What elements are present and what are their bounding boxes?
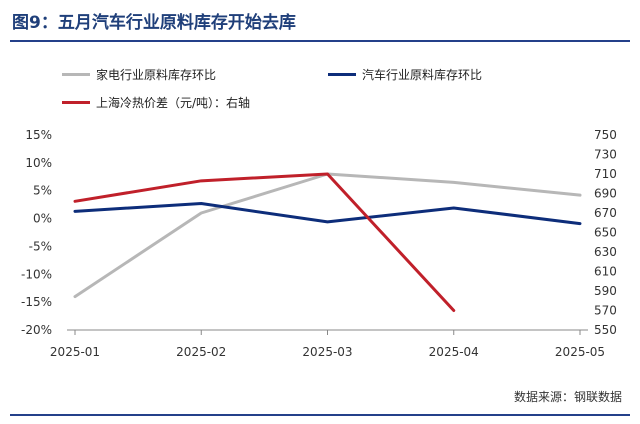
- legend-label-appliance: 家电行业原料库存环比: [96, 68, 217, 82]
- data-source: 数据来源：钢联数据: [513, 390, 622, 404]
- right-tick-label: 590: [594, 284, 617, 298]
- left-tick-label: 15%: [25, 128, 52, 142]
- bottom-divider: [10, 414, 630, 416]
- legend-item-appliance: 家电行业原料库存环比: [62, 66, 216, 83]
- right-tick-label: 710: [594, 167, 617, 181]
- right-tick-label: 570: [594, 304, 617, 318]
- series-line-2: [73, 172, 456, 312]
- left-tick-label: -20%: [21, 323, 52, 337]
- right-tick-label: 650: [594, 226, 617, 240]
- left-tick-label: 5%: [33, 184, 52, 198]
- left-tick-label: 10%: [25, 156, 52, 170]
- legend-swatch-auto: [328, 73, 356, 76]
- right-tick-label: 750: [594, 128, 617, 142]
- chart-title: 图9：五月汽车行业原料库存开始去库: [12, 13, 296, 33]
- x-tick-label: 2025-05: [555, 345, 605, 359]
- legend-swatch-appliance: [62, 73, 90, 76]
- left-tick-label: -5%: [29, 239, 52, 253]
- x-tick-label: 2025-02: [176, 345, 226, 359]
- x-tick-label: 2025-01: [50, 345, 100, 359]
- legend-swatch-spread: [62, 101, 90, 104]
- right-tick-label: 550: [594, 323, 617, 337]
- left-tick-label: -15%: [21, 295, 52, 309]
- left-tick-label: 0%: [33, 212, 52, 226]
- right-tick-label: 610: [594, 265, 617, 279]
- legend-label-spread: 上海冷热价差（元/吨）：右轴: [96, 96, 251, 110]
- left-tick-label: -10%: [21, 267, 52, 281]
- series-line-1: [73, 202, 582, 226]
- x-tick-label: 2025-03: [302, 345, 352, 359]
- series-line-0: [73, 172, 582, 299]
- x-tick-label: 2025-04: [429, 345, 479, 359]
- legend-item-auto: 汽车行业原料库存环比: [328, 66, 482, 83]
- legend-item-spread: 上海冷热价差（元/吨）：右轴: [62, 94, 250, 111]
- right-tick-label: 730: [594, 148, 617, 162]
- right-tick-label: 630: [594, 245, 617, 259]
- legend-label-auto: 汽车行业原料库存环比: [362, 68, 483, 82]
- title-divider: [10, 40, 630, 42]
- right-tick-label: 690: [594, 187, 617, 201]
- right-tick-label: 670: [594, 206, 617, 220]
